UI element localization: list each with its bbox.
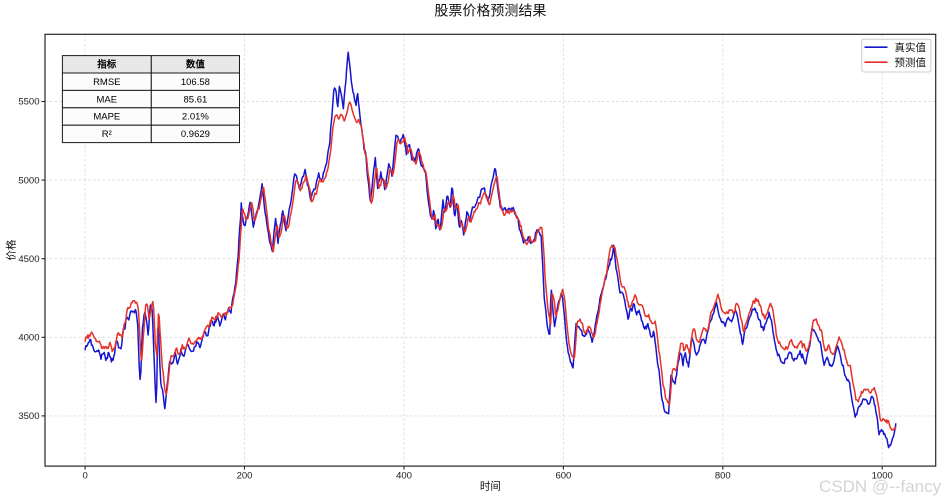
svg-text:85.61: 85.61 [184, 94, 208, 105]
svg-text:预测值: 预测值 [895, 56, 927, 69]
svg-text:CSDN @--fancy: CSDN @--fancy [819, 477, 942, 496]
svg-text:MAPE: MAPE [93, 112, 120, 123]
svg-text:200: 200 [237, 471, 253, 482]
svg-text:RMSE: RMSE [93, 77, 120, 88]
svg-text:400: 400 [396, 471, 412, 482]
svg-text:时间: 时间 [480, 480, 501, 493]
svg-text:2.01%: 2.01% [182, 112, 209, 123]
svg-text:4000: 4000 [18, 333, 39, 344]
svg-text:0.9629: 0.9629 [181, 129, 210, 140]
svg-text:3500: 3500 [18, 411, 39, 422]
svg-text:4500: 4500 [18, 254, 39, 265]
svg-text:5000: 5000 [18, 175, 39, 186]
svg-text:5500: 5500 [18, 97, 39, 108]
svg-text:数值: 数值 [185, 59, 206, 71]
svg-text:真实值: 真实值 [895, 41, 927, 54]
svg-text:股票价格预测结果: 股票价格预测结果 [434, 3, 546, 19]
svg-text:106.58: 106.58 [181, 77, 210, 88]
svg-text:0: 0 [82, 471, 87, 482]
svg-text:600: 600 [555, 471, 571, 482]
svg-text:1000: 1000 [872, 471, 893, 482]
svg-text:价格: 价格 [5, 239, 18, 260]
svg-text:R²: R² [102, 129, 112, 140]
svg-text:800: 800 [715, 471, 731, 482]
svg-text:指标: 指标 [97, 59, 117, 71]
svg-text:MAE: MAE [97, 94, 118, 105]
